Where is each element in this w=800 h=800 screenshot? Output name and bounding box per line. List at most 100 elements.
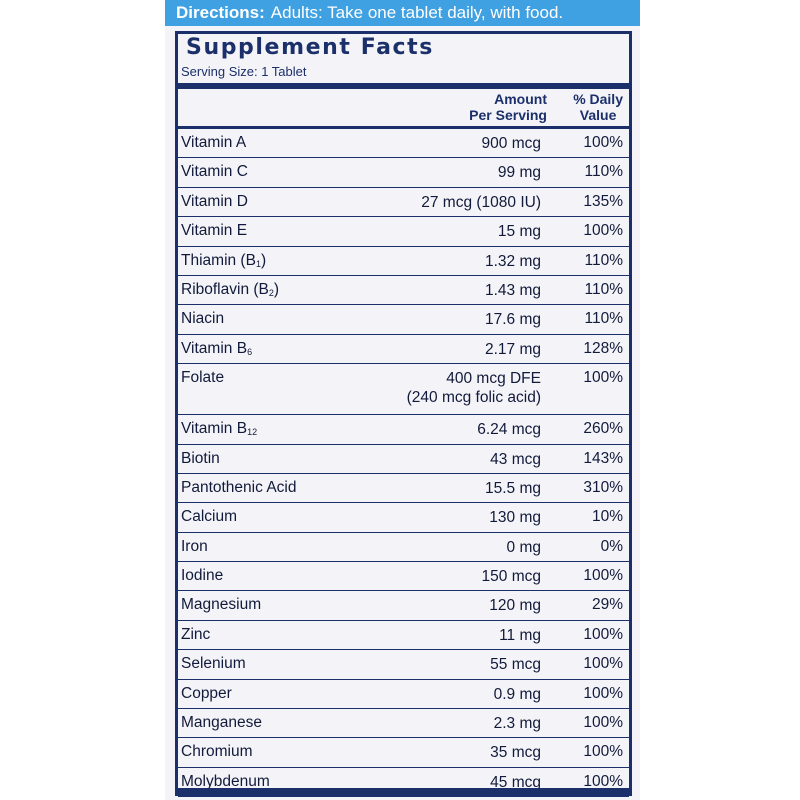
nutrient-amount-text: 150 mcg: [481, 568, 541, 586]
nutrient-name: Selenium: [181, 655, 246, 673]
nutrient-amount: 55 mcg: [490, 655, 541, 674]
nutrient-name: Vitamin A: [181, 134, 246, 152]
amount-header-line-1: Amount: [494, 91, 547, 107]
nutrient-name-text: Vitamin B: [181, 339, 248, 357]
nutrient-name-text: Selenium: [181, 655, 246, 673]
nutrient-amount-text: 45 mcg: [490, 773, 541, 791]
nutrient-row: Riboflavin (B2) 1.43 mg 110%: [178, 276, 629, 306]
nutrient-name-text: Vitamin E: [181, 222, 248, 240]
nutrient-amount: 11 mg: [499, 626, 541, 645]
nutrient-subscript: 12: [247, 427, 258, 438]
nutrient-row: Vitamin B6 2.17 mg 128%: [178, 335, 629, 365]
nutrient-amount: 0.9 mg: [494, 685, 541, 704]
nutrient-name: Manganese: [181, 714, 262, 732]
nutrient-name: Vitamin C: [181, 163, 248, 181]
nutrient-daily-value: 100%: [583, 134, 623, 151]
nutrient-name-text: Vitamin D: [181, 192, 248, 210]
nutrient-daily-value: 260%: [583, 420, 623, 438]
dv-header-line-2: Value: [579, 107, 617, 123]
nutrient-amount-text: 43 mcg: [490, 450, 541, 468]
nutrient-name: Vitamin E: [181, 222, 247, 240]
nutrient-daily-value: 100%: [583, 655, 623, 673]
bottom-divider: [178, 788, 629, 793]
nutrient-name: Vitamin D: [181, 193, 248, 211]
nutrient-amount: 6.24 mcg: [477, 420, 541, 439]
nutrient-name: Folate: [181, 369, 224, 387]
nutrient-daily-value: 128%: [583, 339, 623, 357]
nutrient-amount: 35 mcg: [490, 743, 541, 762]
nutrient-name: Iodine: [181, 567, 223, 585]
nutrient-amount: 1.32 mg: [485, 252, 541, 271]
nutrient-amount: 15 mg: [498, 222, 541, 241]
nutrient-name: Chromium: [181, 743, 252, 761]
nutrient-name: Iron: [181, 538, 208, 556]
nutrient-daily-value: 100%: [583, 684, 623, 702]
nutrient-row: Manganese 2.3 mg 100%: [178, 709, 629, 739]
nutrient-daily-value: 310%: [583, 478, 623, 496]
nutrient-name-text: Niacin: [181, 310, 225, 328]
nutrient-amount-text: 400 mcg DFE: [446, 370, 541, 388]
nutrient-name-text: Copper: [181, 684, 232, 702]
nutrient-daily-value: 110%: [584, 251, 624, 269]
nutrient-name: Copper: [181, 685, 232, 703]
nutrient-row: Biotin 43 mcg 143%: [178, 445, 629, 474]
nutrient-row: Calcium 130 mg 10%: [178, 503, 629, 533]
nutrient-row: Vitamin B12 6.24 mcg 260%: [178, 415, 629, 445]
nutrient-name: Zinc: [181, 626, 210, 644]
nutrient-name-text: Thiamin (B: [181, 251, 256, 269]
nutrient-name-text: Biotin: [181, 449, 220, 467]
serving-size: Serving Size: 1 Tablet: [181, 64, 307, 79]
header-divider: [178, 126, 629, 129]
nutrient-amount: 17.6 mg: [485, 310, 541, 329]
nutrient-amount-text: 17.6 mg: [484, 311, 541, 329]
nutrient-row: Molybdenum 45 mcg 100%: [178, 768, 629, 798]
nutrient-amount: 400 mcg DFE (240 mcg folic acid): [407, 369, 541, 407]
nutrient-row: Chromium 35 mcg 100%: [178, 738, 629, 768]
nutrient-name-text: Calcium: [181, 508, 237, 526]
nutrient-name-text: Chromium: [181, 743, 253, 761]
nutrient-daily-value: 135%: [583, 192, 623, 210]
nutrient-amount-text: 2.17 mg: [484, 340, 541, 358]
nutrient-name-text: Iron: [181, 537, 208, 555]
nutrient-row: Iodine 150 mcg 100%: [178, 562, 629, 592]
nutrient-daily-value: 10%: [591, 508, 623, 526]
nutrient-amount-text: 27 mcg (1080 IU): [421, 193, 541, 211]
nutrient-amount: 130 mg: [489, 508, 541, 527]
directions-text: Adults: Take one tablet daily, with food…: [270, 3, 564, 22]
nutrient-amount: 120 mg: [489, 596, 541, 615]
nutrient-amount-text: 0 mg: [506, 538, 541, 556]
thick-divider: [178, 83, 629, 89]
nutrient-row: Magnesium 120 mg 29%: [178, 591, 629, 621]
nutrient-amount-text: 15.5 mg: [484, 479, 541, 497]
nutrient-amount-text: 55 mcg: [490, 656, 541, 674]
nutrient-name: Vitamin B12: [181, 420, 257, 438]
nutrient-name-text: Zinc: [181, 625, 211, 643]
nutrient-daily-value: 100%: [583, 369, 623, 387]
nutrient-name-text: Folate: [181, 369, 225, 387]
nutrient-name-suffix: ): [273, 280, 280, 298]
nutrient-row: Copper 0.9 mg 100%: [178, 680, 629, 710]
nutrient-amount-text: 99 mg: [497, 164, 541, 182]
nutrient-amount: 2.17 mg: [485, 340, 541, 359]
nutrient-daily-value: 100%: [583, 772, 623, 790]
nutrient-name-text: Vitamin A: [181, 134, 247, 151]
nutrient-amount-note: (240 mcg folic acid): [406, 389, 541, 407]
nutrient-row: Iron 0 mg 0%: [178, 533, 629, 563]
nutrient-amount-text: 2.3 mg: [493, 715, 541, 733]
nutrient-amount-text: 11 mg: [499, 626, 541, 644]
nutrient-amount: 43 mcg: [490, 450, 541, 469]
nutrient-name: Biotin: [181, 450, 220, 468]
nutrient-daily-value: 110%: [584, 310, 624, 328]
nutrient-name-text: Riboflavin (B: [181, 280, 269, 298]
nutrient-amount: 15.5 mg: [485, 479, 541, 498]
nutrient-row: Thiamin (B1) 1.32 mg 110%: [178, 247, 629, 276]
nutrient-daily-value: 100%: [583, 567, 623, 585]
nutrient-subscript: 2: [268, 287, 274, 298]
nutrient-amount: 2.3 mg: [494, 714, 541, 733]
nutrient-name-text: Magnesium: [181, 596, 262, 614]
nutrient-row: Selenium 55 mcg 100%: [178, 650, 629, 680]
amount-header-line-2: Per Serving: [469, 107, 547, 123]
daily-value-header: % Daily Value: [573, 91, 623, 123]
nutrient-amount-text: 15 mg: [497, 223, 541, 241]
nutrient-amount: 1.43 mg: [485, 281, 541, 300]
